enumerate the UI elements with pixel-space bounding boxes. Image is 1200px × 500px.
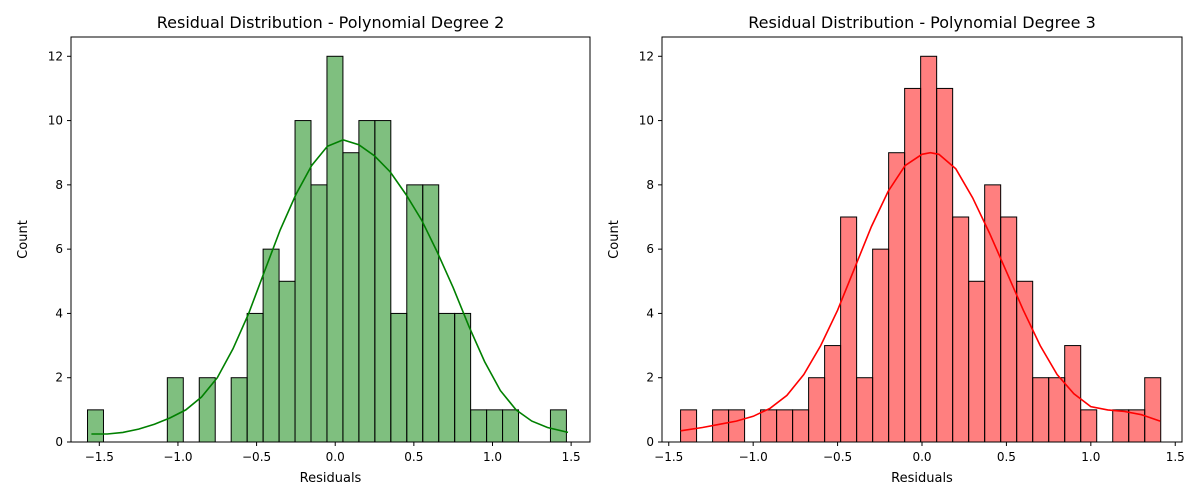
histogram-bar [968, 280, 986, 443]
histogram-bar [198, 377, 216, 443]
histogram-bar [1064, 345, 1082, 443]
x-tick-label: 0.5 [997, 450, 1016, 464]
histogram-bar [549, 409, 567, 443]
x-tick-label: 0.5 [404, 450, 423, 464]
histogram-bar [486, 409, 504, 443]
chart-title: Residual Distribution - Polynomial Degre… [157, 13, 505, 32]
x-tick-label: 0.0 [326, 450, 345, 464]
x-tick-label: 1.5 [1166, 450, 1185, 464]
histogram-bar [358, 120, 376, 443]
histogram-bar [438, 312, 456, 443]
histogram-bar [952, 216, 970, 443]
x-tick-label: 0.0 [912, 450, 931, 464]
y-tick-label: 10 [639, 114, 654, 128]
y-tick-label: 0 [55, 435, 63, 449]
histogram-bar [776, 409, 794, 443]
histogram-bar [230, 377, 248, 443]
histogram-bar [406, 184, 424, 443]
y-tick-label: 8 [646, 178, 654, 192]
histogram-bar [1032, 377, 1050, 443]
y-tick-label: 6 [55, 242, 63, 256]
histogram-bar [904, 87, 922, 443]
y-tick-label: 4 [55, 306, 63, 320]
histogram-bar [984, 184, 1002, 443]
y-axis-label: Count [607, 220, 622, 259]
histogram-bar [1016, 280, 1034, 443]
chart-degree-3: −1.5 −1.0 −0.5 0.0 0.5 1.0 1.5 0 2 4 6 8 10 12 Residua… [607, 13, 1185, 486]
histogram-bar [87, 409, 104, 443]
histogram-bar [326, 55, 344, 443]
histogram-bar [1144, 377, 1162, 443]
x-tick-label: 1.0 [483, 450, 502, 464]
histogram-bar [246, 312, 264, 443]
histogram-bar [808, 377, 826, 443]
histogram-bar [342, 152, 360, 443]
histogram-bar [840, 216, 858, 443]
histogram-bar [166, 377, 184, 443]
x-tick-label: −0.5 [823, 450, 852, 464]
x-tick-label: −1.0 [163, 450, 192, 464]
histogram-bar [1112, 409, 1130, 443]
histogram-bar [374, 120, 392, 443]
y-tick-label: 0 [646, 435, 654, 449]
kde-line [680, 151, 1161, 432]
kde-line [91, 139, 569, 435]
histogram-bar [422, 184, 440, 443]
chart-degree-2: −1.5 −1.0 −0.5 0.0 0.5 1.0 1.5 0 2 4 6 8 10 12 Residua… [16, 13, 591, 486]
y-tick-label: 4 [646, 306, 654, 320]
x-tick-label: 1.5 [562, 450, 581, 464]
histogram-bar [824, 345, 842, 443]
histogram-bar [390, 312, 408, 443]
histogram-bar [792, 409, 810, 443]
histogram-bar [728, 409, 746, 443]
y-tick-label: 2 [646, 371, 654, 385]
axes-frame [70, 36, 591, 443]
x-tick-label: −1.0 [739, 450, 768, 464]
x-axis-label: Residuals [891, 471, 953, 486]
y-tick-label: 6 [646, 242, 654, 256]
y-tick-label: 8 [55, 178, 63, 192]
histogram-bar [760, 409, 778, 443]
histogram-bar [920, 55, 938, 443]
histogram-bar [294, 120, 312, 443]
y-axis-label: Count [16, 220, 31, 259]
y-tick-label: 10 [48, 114, 63, 128]
x-axis-label: Residuals [300, 471, 362, 486]
x-tick-label: −1.5 [85, 450, 114, 464]
x-tick-label: 1.0 [1081, 450, 1100, 464]
histogram-bar [872, 248, 890, 443]
x-tick-label: −1.5 [654, 450, 683, 464]
histogram-bar [936, 87, 954, 443]
y-tick-label: 2 [55, 371, 63, 385]
histogram-bar [1080, 409, 1098, 443]
histogram-bar [310, 184, 328, 443]
y-tick-label: 12 [48, 49, 63, 63]
y-tick-label: 12 [639, 49, 654, 63]
histogram-bars [680, 55, 1162, 443]
histogram-bar [502, 409, 520, 443]
histogram-bars [87, 55, 567, 443]
histogram-bar [454, 312, 472, 443]
chart-title: Residual Distribution - Polynomial Degre… [748, 13, 1096, 32]
histogram-bar [856, 377, 874, 443]
histogram-bar [470, 409, 488, 443]
histogram-bar [278, 280, 296, 443]
histogram-bar [1000, 216, 1018, 443]
histogram-bar [1048, 377, 1066, 443]
histogram-bar [680, 409, 698, 443]
histogram-bar [888, 152, 906, 443]
histogram-bar [262, 248, 280, 443]
x-tick-label: −0.5 [242, 450, 271, 464]
